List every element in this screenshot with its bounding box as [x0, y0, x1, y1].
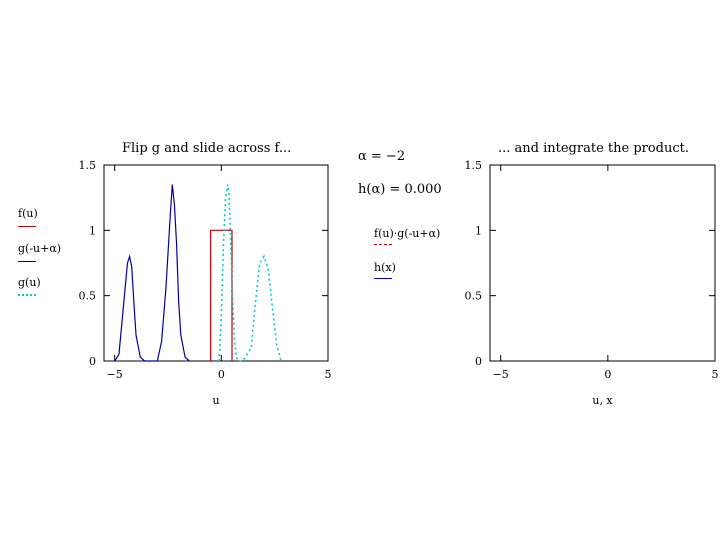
right-plot-frame — [489, 164, 716, 362]
h-value: h(α) = 0.000 — [358, 182, 442, 197]
legend-g-shifted-label: g(-u+α) — [18, 242, 62, 255]
legend-h-label: h(x) — [374, 261, 396, 274]
right-chart-title: ... and integrate the product. — [498, 141, 690, 156]
right-ytick-label: 1 — [475, 224, 482, 237]
left-xtick-label: −5 — [107, 368, 123, 381]
left-xtick-label: 5 — [325, 368, 332, 381]
legend-h-line — [374, 278, 392, 279]
legend-g-line — [18, 294, 36, 296]
left-ytick-label: 0.5 — [79, 290, 97, 303]
right-ytick-label: 1.5 — [465, 159, 483, 172]
left-ytick-label: 1.5 — [79, 159, 97, 172]
legend-g-label: g(u) — [18, 276, 41, 289]
legend-f-line — [18, 226, 36, 227]
alpha-value: α = −2 — [358, 149, 406, 164]
left-ytick-label: 1 — [89, 224, 96, 237]
legend-g-shifted-line — [18, 261, 36, 262]
right-xtick-label: −5 — [493, 368, 509, 381]
left-ytick-label: 0 — [89, 355, 96, 368]
left-series-line-2 — [218, 184, 282, 362]
left-series-line-0 — [210, 229, 233, 361]
left-plot-frame — [103, 164, 329, 362]
legend-f-label: f(u) — [18, 207, 38, 220]
right-xaxis-label: u, x — [592, 394, 613, 407]
left-xaxis-label: u — [212, 394, 219, 407]
legend-product-line — [374, 244, 392, 245]
right-ytick-label: 0 — [475, 355, 482, 368]
right-xtick-label: 0 — [604, 368, 611, 381]
legend-product-label: f(u)·g(-u+α) — [374, 227, 441, 240]
left-chart-title: Flip g and slide across f... — [122, 141, 292, 156]
left-xtick-label: 0 — [218, 368, 225, 381]
left-series-line-1 — [114, 184, 190, 362]
right-xtick-label: 5 — [712, 368, 719, 381]
right-ytick-label: 0.5 — [465, 290, 483, 303]
